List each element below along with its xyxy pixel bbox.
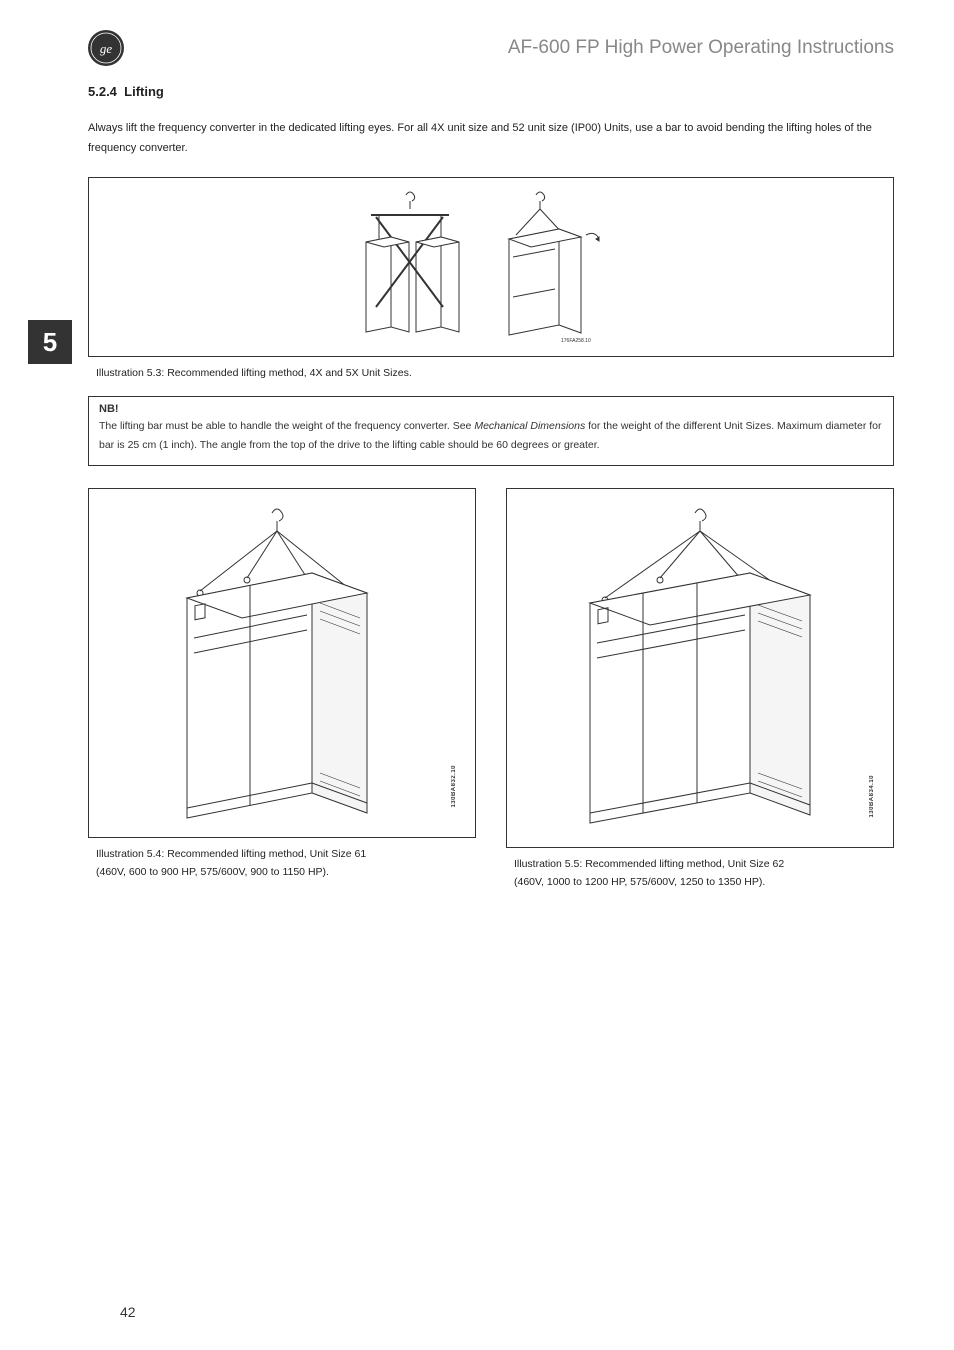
- note-text-a: The lifting bar must be able to handle t…: [99, 420, 474, 432]
- intro-paragraph: Always lift the frequency converter in t…: [88, 119, 894, 159]
- figure-5-3-box: 176FA258.10: [88, 177, 894, 357]
- section-heading: 5.2.4 Lifting: [88, 84, 894, 99]
- note-text: The lifting bar must be able to handle t…: [99, 417, 883, 455]
- figure-5-4-caption-b: (460V, 600 to 900 HP, 575/600V, 900 to 1…: [96, 866, 329, 878]
- ge-logo-icon: ge: [88, 30, 124, 66]
- figure-5-4-caption: Illustration 5.4: Recommended lifting me…: [96, 846, 476, 882]
- page-content: ge AF-600 FP High Power Operating Instru…: [0, 0, 954, 1350]
- svg-text:176FA258.10: 176FA258.10: [561, 338, 591, 344]
- note-label: NB!: [99, 403, 883, 415]
- figure-5-5-ref: 130BA834.10: [869, 775, 875, 818]
- figure-5-5-column: 130BA834.10 Illustration 5.5: Recommende…: [506, 488, 894, 906]
- figure-5-4-box: 130BA832.10: [88, 488, 476, 838]
- figure-5-4-column: 130BA832.10 Illustration 5.4: Recommende…: [88, 488, 476, 906]
- lifting-diagram-62-icon: [540, 503, 860, 833]
- figure-5-5-caption: Illustration 5.5: Recommended lifting me…: [514, 856, 894, 892]
- figure-5-4-caption-a: Illustration 5.4: Recommended lifting me…: [96, 848, 366, 860]
- figure-5-5-box: 130BA834.10: [506, 488, 894, 848]
- figure-5-5-caption-b: (460V, 1000 to 1200 HP, 575/600V, 1250 t…: [514, 876, 765, 888]
- document-title: AF-600 FP High Power Operating Instructi…: [508, 37, 894, 59]
- page-header: ge AF-600 FP High Power Operating Instru…: [88, 30, 894, 66]
- figure-5-4-ref: 130BA832.10: [451, 765, 457, 808]
- figure-5-3-caption: Illustration 5.3: Recommended lifting me…: [96, 365, 894, 383]
- figure-5-5-caption-a: Illustration 5.5: Recommended lifting me…: [514, 858, 784, 870]
- note-text-em: Mechanical Dimensions: [474, 420, 585, 432]
- note-box: NB! The lifting bar must be able to hand…: [88, 396, 894, 466]
- svg-text:ge: ge: [100, 41, 113, 56]
- lifting-diagram-61-icon: [132, 503, 432, 823]
- page-number: 42: [120, 1304, 136, 1320]
- figure-columns: 130BA832.10 Illustration 5.4: Recommende…: [88, 488, 894, 906]
- section-title: Lifting: [124, 84, 164, 99]
- section-number: 5.2.4: [88, 84, 117, 99]
- lifting-diagram-4x-5x-icon: 176FA258.10: [331, 187, 651, 347]
